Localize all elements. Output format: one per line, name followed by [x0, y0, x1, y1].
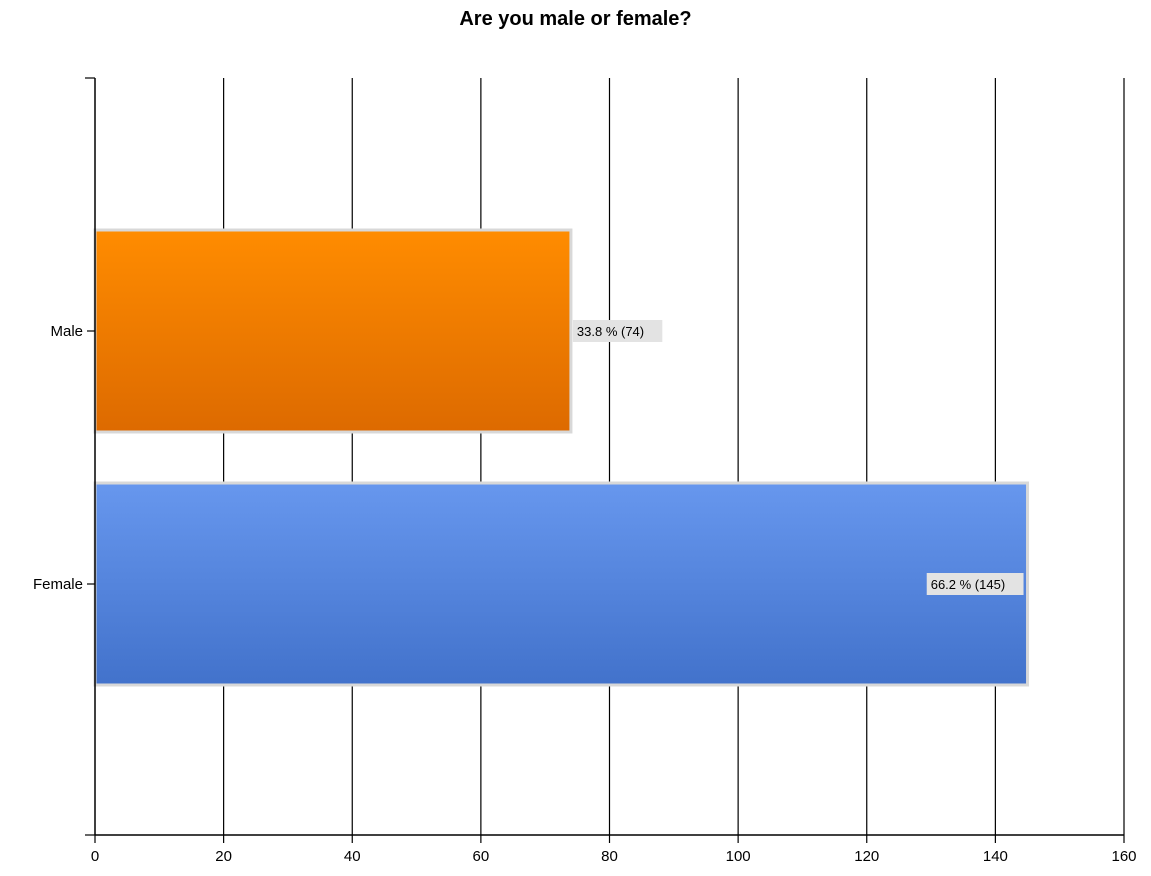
data-label-box: [572, 320, 663, 342]
x-tick-label: 40: [344, 848, 361, 865]
axes: 0 20 40 60 80 100 120 140 160 Male Female: [33, 77, 1137, 865]
category-label-male: Male: [50, 323, 83, 340]
x-tick-label: 20: [215, 848, 232, 865]
x-tick-label: 60: [473, 848, 490, 865]
x-tick-label: 0: [91, 848, 99, 865]
gridlines: [223, 78, 1125, 835]
chart-title: Are you male or female?: [459, 8, 692, 30]
data-labels: 33.8 % (74) 66.2 % (145): [572, 320, 1024, 595]
data-label: 33.8 % (74): [577, 324, 644, 339]
x-tick-label: 120: [854, 848, 879, 865]
bar-female: [93, 481, 1030, 687]
data-label-box: [926, 573, 1024, 595]
x-tick-label: 80: [601, 848, 618, 865]
category-label-female: Female: [33, 576, 83, 593]
x-tick-label: 100: [726, 848, 751, 865]
data-label: 66.2 % (145): [931, 577, 1005, 592]
x-tick-label: 160: [1111, 848, 1136, 865]
bars: [93, 228, 1030, 687]
bar-male: [93, 228, 573, 434]
x-tick-label: 140: [983, 848, 1008, 865]
